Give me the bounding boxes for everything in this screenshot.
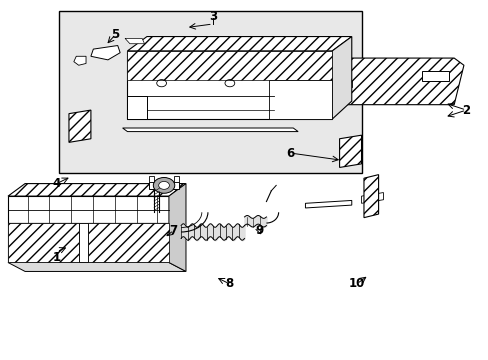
Polygon shape <box>173 176 178 182</box>
Text: 3: 3 <box>208 10 216 23</box>
Polygon shape <box>339 135 361 167</box>
Polygon shape <box>127 37 351 51</box>
Polygon shape <box>88 223 168 262</box>
Polygon shape <box>122 128 298 132</box>
Polygon shape <box>305 201 351 208</box>
Bar <box>422 71 448 81</box>
Polygon shape <box>74 56 86 65</box>
Text: 5: 5 <box>111 28 119 41</box>
Polygon shape <box>168 184 185 271</box>
Polygon shape <box>361 193 383 203</box>
Polygon shape <box>8 184 185 196</box>
Circle shape <box>153 177 174 193</box>
Polygon shape <box>363 175 378 218</box>
Polygon shape <box>149 176 154 182</box>
Polygon shape <box>125 39 144 44</box>
Text: 4: 4 <box>53 177 61 190</box>
Polygon shape <box>8 223 79 262</box>
Polygon shape <box>149 182 178 189</box>
Text: 10: 10 <box>348 278 364 291</box>
Polygon shape <box>69 110 91 142</box>
Text: 2: 2 <box>461 104 469 117</box>
Polygon shape <box>79 223 88 262</box>
Text: 8: 8 <box>225 278 234 291</box>
Polygon shape <box>8 262 185 271</box>
Polygon shape <box>127 51 331 80</box>
Polygon shape <box>331 37 351 119</box>
Polygon shape <box>127 96 147 119</box>
Polygon shape <box>127 51 331 119</box>
Text: 1: 1 <box>53 251 61 264</box>
Polygon shape <box>8 223 79 262</box>
Bar <box>59 12 361 173</box>
Polygon shape <box>88 223 168 262</box>
Polygon shape <box>8 196 168 223</box>
Text: 7: 7 <box>169 224 178 237</box>
Text: 9: 9 <box>254 224 263 237</box>
Text: 6: 6 <box>286 147 294 159</box>
Polygon shape <box>200 58 463 105</box>
Circle shape <box>158 181 169 189</box>
Polygon shape <box>268 80 331 119</box>
Polygon shape <box>91 45 120 60</box>
